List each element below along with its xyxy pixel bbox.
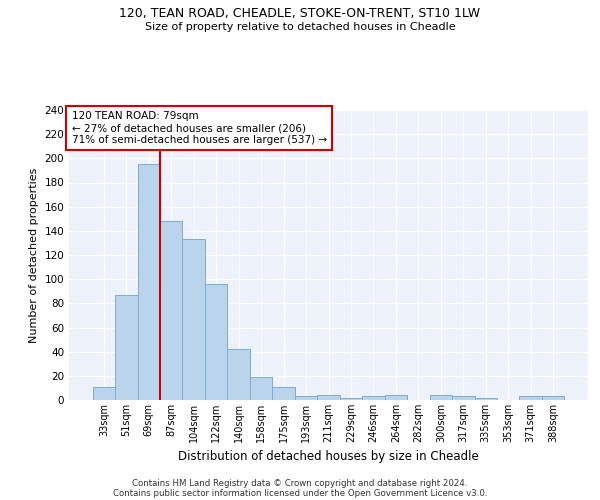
Bar bbox=[385, 395, 407, 400]
Text: Contains HM Land Registry data © Crown copyright and database right 2024.: Contains HM Land Registry data © Crown c… bbox=[132, 478, 468, 488]
Text: 120 TEAN ROAD: 79sqm
← 27% of detached houses are smaller (206)
71% of semi-deta: 120 TEAN ROAD: 79sqm ← 27% of detached h… bbox=[71, 112, 327, 144]
X-axis label: Distribution of detached houses by size in Cheadle: Distribution of detached houses by size … bbox=[178, 450, 479, 464]
Bar bbox=[272, 386, 295, 400]
Text: Size of property relative to detached houses in Cheadle: Size of property relative to detached ho… bbox=[145, 22, 455, 32]
Bar bbox=[362, 396, 385, 400]
Bar bbox=[340, 398, 362, 400]
Bar bbox=[452, 396, 475, 400]
Bar bbox=[520, 396, 542, 400]
Bar bbox=[227, 349, 250, 400]
Bar bbox=[250, 377, 272, 400]
Bar bbox=[430, 395, 452, 400]
Text: 120, TEAN ROAD, CHEADLE, STOKE-ON-TRENT, ST10 1LW: 120, TEAN ROAD, CHEADLE, STOKE-ON-TRENT,… bbox=[119, 8, 481, 20]
Bar bbox=[317, 395, 340, 400]
Bar bbox=[182, 240, 205, 400]
Bar bbox=[542, 396, 565, 400]
Bar bbox=[115, 295, 137, 400]
Bar bbox=[475, 398, 497, 400]
Text: Contains public sector information licensed under the Open Government Licence v3: Contains public sector information licen… bbox=[113, 488, 487, 498]
Bar bbox=[295, 396, 317, 400]
Bar bbox=[137, 164, 160, 400]
Bar bbox=[160, 221, 182, 400]
Bar bbox=[205, 284, 227, 400]
Bar bbox=[92, 386, 115, 400]
Y-axis label: Number of detached properties: Number of detached properties bbox=[29, 168, 39, 342]
